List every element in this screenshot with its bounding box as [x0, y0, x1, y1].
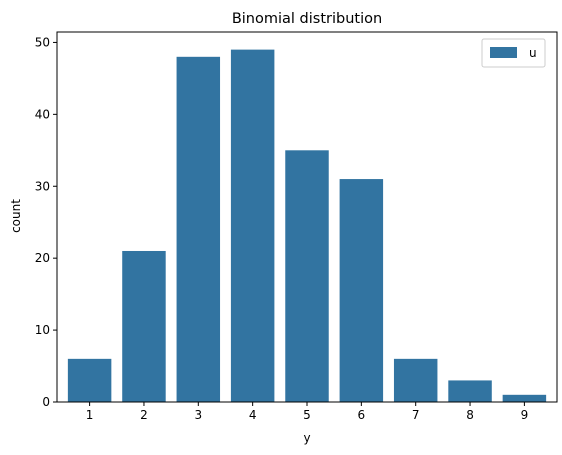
y-axis-title: count: [9, 199, 23, 233]
y-tick-label-40: 40: [35, 107, 50, 121]
bar-2: [122, 250, 166, 402]
y-tick-label-20: 20: [35, 251, 50, 265]
x-tick-label-8: 8: [466, 408, 474, 422]
legend: u: [481, 38, 546, 68]
bar-9: [502, 394, 547, 402]
bar-8: [448, 380, 492, 402]
legend-label: u: [529, 46, 537, 60]
x-tick-label-2: 2: [140, 408, 148, 422]
x-axis-ticks: 1 2 3 4 5 6 7 8 9: [86, 402, 528, 422]
y-tick-label-10: 10: [35, 323, 50, 337]
x-tick-label-9: 9: [521, 408, 529, 422]
y-tick-label-50: 50: [35, 35, 50, 49]
bars-layer: [67, 49, 547, 403]
y-axis-ticks: 0 10 20 30 40 50: [35, 35, 57, 409]
x-tick-label-4: 4: [249, 408, 257, 422]
chart-title: Binomial distribution: [232, 11, 382, 27]
y-tick-label-30: 30: [35, 179, 50, 193]
x-tick-label-1: 1: [86, 408, 94, 422]
x-tick-label-3: 3: [194, 408, 202, 422]
bar-1: [67, 358, 112, 402]
x-tick-label-5: 5: [303, 408, 311, 422]
x-tick-label-7: 7: [412, 408, 420, 422]
bar-5: [285, 150, 329, 402]
bar-7: [393, 358, 438, 402]
x-tick-label-6: 6: [358, 408, 366, 422]
bar-6: [339, 179, 384, 402]
y-tick-label-0: 0: [42, 395, 50, 409]
bar-3: [176, 56, 221, 403]
plot-frame: [56, 31, 558, 403]
legend-swatch: [490, 47, 517, 58]
x-axis-title: y: [303, 431, 310, 445]
bar-4: [230, 49, 275, 402]
